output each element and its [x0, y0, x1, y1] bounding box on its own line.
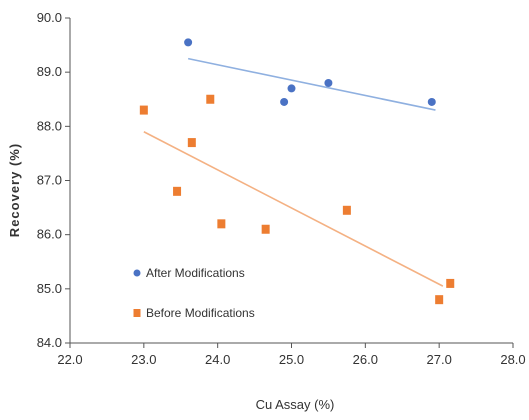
- legend-marker-before: [133, 309, 141, 317]
- point-before: [139, 105, 148, 115]
- x-tick-label: 24.0: [205, 352, 230, 367]
- y-tick-label: 87.0: [37, 173, 62, 188]
- trendline-after: [187, 57, 436, 111]
- y-tick-label: 90.0: [37, 10, 62, 25]
- x-ticks: 22.0 23.0 24.0 25.0 26.0 27.0 28.0: [57, 343, 526, 367]
- trendlines: [143, 57, 444, 287]
- y-tick-label: 89.0: [37, 64, 62, 79]
- legend-marker-after: [133, 269, 141, 277]
- point-after: [287, 84, 296, 93]
- x-axis-label: Cu Assay (%): [256, 397, 335, 412]
- point-before: [261, 224, 270, 234]
- legend-label-after: After Modifications: [146, 266, 245, 280]
- x-tick-label: 25.0: [279, 352, 304, 367]
- point-after: [427, 97, 436, 106]
- point-before: [435, 295, 444, 305]
- data-points: [139, 38, 455, 305]
- point-before: [187, 138, 196, 148]
- point-before: [206, 94, 215, 104]
- trendline-before: [143, 131, 444, 287]
- point-after: [324, 79, 333, 87]
- x-tick-label: 28.0: [500, 352, 525, 367]
- x-tick-label: 27.0: [427, 352, 452, 367]
- y-tick-label: 84.0: [37, 335, 62, 350]
- legend-item-after: After Modifications: [133, 266, 245, 280]
- y-axis-label: Recovery (%): [7, 143, 22, 237]
- point-after: [280, 97, 289, 106]
- legend-item-before: Before Modifications: [133, 306, 255, 320]
- point-before: [446, 278, 455, 288]
- x-tick-label: 23.0: [131, 352, 156, 367]
- y-ticks: 84.0 85.0 86.0 87.0 88.0 89.0 90.0: [37, 10, 70, 350]
- point-before: [217, 219, 226, 229]
- point-before: [173, 186, 182, 196]
- y-tick-label: 88.0: [37, 118, 62, 133]
- y-tick-label: 85.0: [37, 281, 62, 296]
- point-before: [342, 205, 351, 215]
- x-tick-label: 22.0: [57, 352, 82, 367]
- y-tick-label: 86.0: [37, 227, 62, 242]
- legend: After Modifications Before Modifications: [133, 266, 255, 320]
- legend-label-before: Before Modifications: [146, 306, 255, 320]
- x-tick-label: 26.0: [353, 352, 378, 367]
- point-after: [184, 38, 193, 47]
